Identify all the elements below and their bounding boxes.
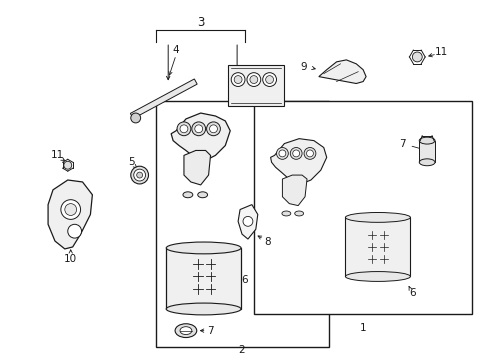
Text: 11: 11: [434, 47, 447, 57]
Circle shape: [276, 148, 288, 159]
Text: 6: 6: [408, 288, 415, 298]
Text: 1: 1: [359, 323, 366, 333]
Circle shape: [234, 76, 242, 84]
Polygon shape: [282, 175, 306, 206]
Polygon shape: [48, 180, 92, 249]
Circle shape: [180, 125, 187, 133]
Ellipse shape: [183, 192, 192, 198]
Ellipse shape: [166, 303, 241, 315]
Bar: [228, 65, 284, 106]
Text: 11: 11: [51, 150, 64, 161]
Circle shape: [130, 113, 141, 123]
Circle shape: [64, 161, 72, 169]
Ellipse shape: [282, 211, 290, 216]
Ellipse shape: [345, 271, 409, 282]
Circle shape: [177, 122, 190, 136]
Ellipse shape: [418, 137, 434, 144]
Polygon shape: [270, 139, 326, 184]
Bar: [345, 217, 409, 276]
Text: 7: 7: [207, 326, 213, 336]
Ellipse shape: [180, 327, 191, 334]
Text: 5: 5: [128, 157, 135, 167]
Text: 2: 2: [238, 345, 245, 355]
Polygon shape: [183, 150, 210, 185]
Polygon shape: [318, 60, 366, 84]
Circle shape: [262, 73, 276, 86]
Circle shape: [278, 150, 285, 157]
Circle shape: [65, 204, 77, 215]
Bar: [418, 141, 434, 162]
Text: 10: 10: [64, 254, 77, 264]
Ellipse shape: [197, 192, 207, 198]
Bar: [166, 248, 241, 309]
Circle shape: [411, 52, 421, 62]
Ellipse shape: [294, 211, 303, 216]
Ellipse shape: [345, 212, 409, 222]
Circle shape: [133, 169, 145, 181]
Polygon shape: [238, 204, 257, 239]
Text: 8: 8: [264, 237, 270, 247]
Bar: [253, 101, 471, 314]
Circle shape: [306, 150, 313, 157]
Circle shape: [191, 122, 205, 136]
Circle shape: [249, 76, 257, 84]
Circle shape: [206, 122, 220, 136]
Circle shape: [231, 73, 244, 86]
Circle shape: [137, 172, 142, 178]
Text: 9: 9: [300, 62, 307, 72]
Circle shape: [290, 148, 302, 159]
Bar: [156, 101, 328, 347]
Text: 6: 6: [241, 275, 248, 285]
Circle shape: [130, 166, 148, 184]
Circle shape: [265, 76, 273, 84]
Ellipse shape: [166, 242, 241, 254]
Circle shape: [209, 125, 217, 133]
Circle shape: [243, 216, 252, 226]
Circle shape: [246, 73, 260, 86]
Text: 3: 3: [197, 16, 204, 29]
Text: 4: 4: [172, 45, 179, 55]
Ellipse shape: [175, 324, 196, 338]
Text: 7: 7: [398, 139, 405, 149]
Polygon shape: [130, 79, 197, 118]
Circle shape: [61, 200, 81, 219]
Polygon shape: [171, 113, 230, 160]
Circle shape: [292, 150, 299, 157]
Circle shape: [304, 148, 315, 159]
Circle shape: [194, 125, 202, 133]
Circle shape: [68, 224, 81, 238]
Ellipse shape: [418, 159, 434, 166]
